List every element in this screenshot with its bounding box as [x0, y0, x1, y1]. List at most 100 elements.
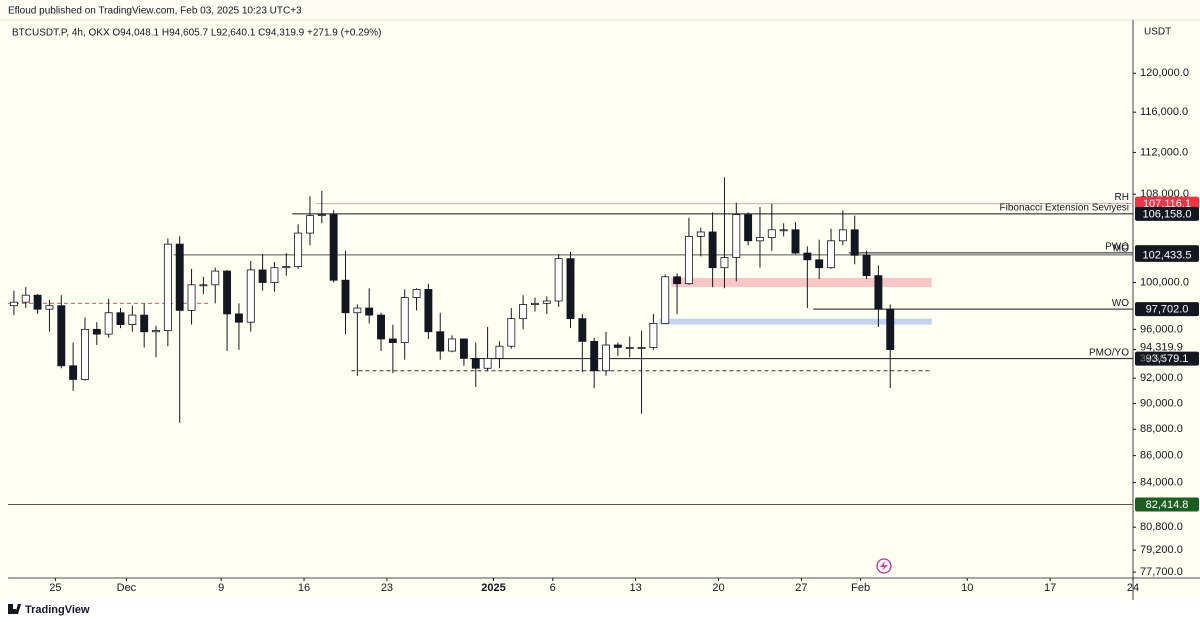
candle-body [862, 254, 871, 277]
candle-body [696, 231, 705, 237]
price-label: 97,702.0 [1146, 304, 1189, 316]
y-tick-label: 86,000.0 [1140, 450, 1183, 462]
countdown: 36:58 [1140, 353, 1165, 364]
candle-body [732, 214, 741, 258]
price-label-bg [1135, 206, 1199, 221]
x-tick-label: Dec [117, 582, 137, 594]
candle-body [625, 347, 634, 349]
footer-brand: TradingView [25, 604, 90, 616]
candle-body [199, 284, 208, 287]
level-name: PMO/YO [1089, 347, 1129, 358]
x-tick-label: 20 [712, 582, 724, 594]
candle-body [448, 338, 457, 352]
candle-body [69, 365, 78, 380]
x-tick-label: 6 [550, 582, 556, 594]
candle-body [649, 322, 658, 348]
candle-body [317, 214, 326, 217]
price-label-bg [1135, 497, 1199, 512]
candle-body [838, 229, 847, 242]
candle-body [104, 312, 113, 335]
x-tick-label: 2025 [481, 582, 505, 594]
plot-area [8, 177, 1133, 505]
candle-body [400, 297, 409, 343]
candle-body [673, 276, 682, 285]
level-name: RH [1115, 192, 1129, 203]
candle-body [140, 314, 149, 333]
candle-body [542, 300, 551, 304]
candle-body [756, 237, 764, 242]
y-tick-label: 77,700.0 [1140, 566, 1183, 578]
candle-body [152, 330, 160, 333]
candle-body [187, 284, 196, 311]
price-label: 93,579.1 [1146, 353, 1189, 365]
candle-body [377, 314, 385, 340]
candle-body [9, 301, 18, 307]
candle-body [708, 231, 717, 269]
price-label-bg [1135, 302, 1199, 317]
candle-body [850, 229, 859, 256]
candle-body [270, 267, 279, 283]
y-tick-label: 100,000.0 [1140, 276, 1189, 288]
candle-body [163, 243, 172, 331]
candle-body [815, 259, 824, 269]
currency: USDT [1144, 27, 1171, 38]
candle-body [306, 215, 314, 234]
x-tick-label: 23 [381, 582, 393, 594]
price-label-bg [1135, 247, 1199, 262]
y-tick-label: 88,000.0 [1140, 423, 1183, 435]
x-tick-label: 17 [1044, 582, 1056, 594]
candle-body [246, 269, 255, 323]
candle-body [554, 258, 563, 302]
candle-body [116, 312, 125, 325]
x-tick-label: 16 [298, 582, 310, 594]
y-tick-label: 96,000.0 [1140, 323, 1183, 335]
candle-body [744, 214, 753, 242]
candle-body [519, 304, 528, 320]
candle-body [282, 266, 291, 269]
candle-body [388, 338, 397, 343]
candle-body [720, 257, 729, 269]
zone [671, 277, 932, 288]
candle-body [590, 340, 599, 372]
level-name: PWO [1105, 242, 1129, 253]
candle-body [684, 235, 693, 285]
x-tick-label: 27 [795, 582, 807, 594]
candle-body [412, 289, 421, 298]
y-tick-label: 84,000.0 [1140, 477, 1183, 489]
candle-body [353, 307, 362, 314]
candle-body [294, 232, 303, 267]
candle-body [459, 338, 468, 359]
candle-body [495, 345, 504, 359]
candle-body [365, 307, 374, 316]
candle-body [223, 270, 232, 315]
x-tick-label: 9 [218, 582, 224, 594]
y-tick-label: 112,000.0 [1140, 146, 1188, 158]
x-tick-label: 24 [1127, 582, 1139, 594]
candle-body [81, 328, 89, 380]
published-line: Efloud published on TradingView.com, Feb… [8, 6, 302, 17]
candle-body [329, 214, 338, 281]
x-tick-label: 13 [630, 582, 642, 594]
price-label: 102,433.5 [1143, 249, 1192, 261]
candle-body [57, 305, 66, 367]
candle-body [566, 258, 575, 320]
y-tick-label: 92,000.0 [1140, 372, 1183, 384]
candle-body [175, 243, 184, 311]
x-tick-label: 10 [961, 582, 973, 594]
candle-body [779, 229, 788, 232]
footer-bar [0, 600, 1200, 622]
symbol-line: BTCUSDT.P, 4h, OKX O94,048.1 H94,605.7 L… [12, 28, 382, 39]
y-tick-label: 80,800.0 [1140, 521, 1183, 533]
candle-body [128, 314, 137, 325]
level-name: MO [1113, 244, 1129, 255]
candle-body [341, 279, 350, 314]
candle-body [803, 252, 812, 261]
top-bar [0, 0, 1200, 20]
y-tick-label: 90,000.0 [1140, 397, 1183, 409]
candle-body [211, 270, 220, 286]
candle-body [637, 347, 646, 349]
y-tick-label: 120,000.0 [1140, 67, 1189, 79]
candle-body [874, 275, 883, 310]
last-price: 94,319.9 [1140, 342, 1183, 354]
